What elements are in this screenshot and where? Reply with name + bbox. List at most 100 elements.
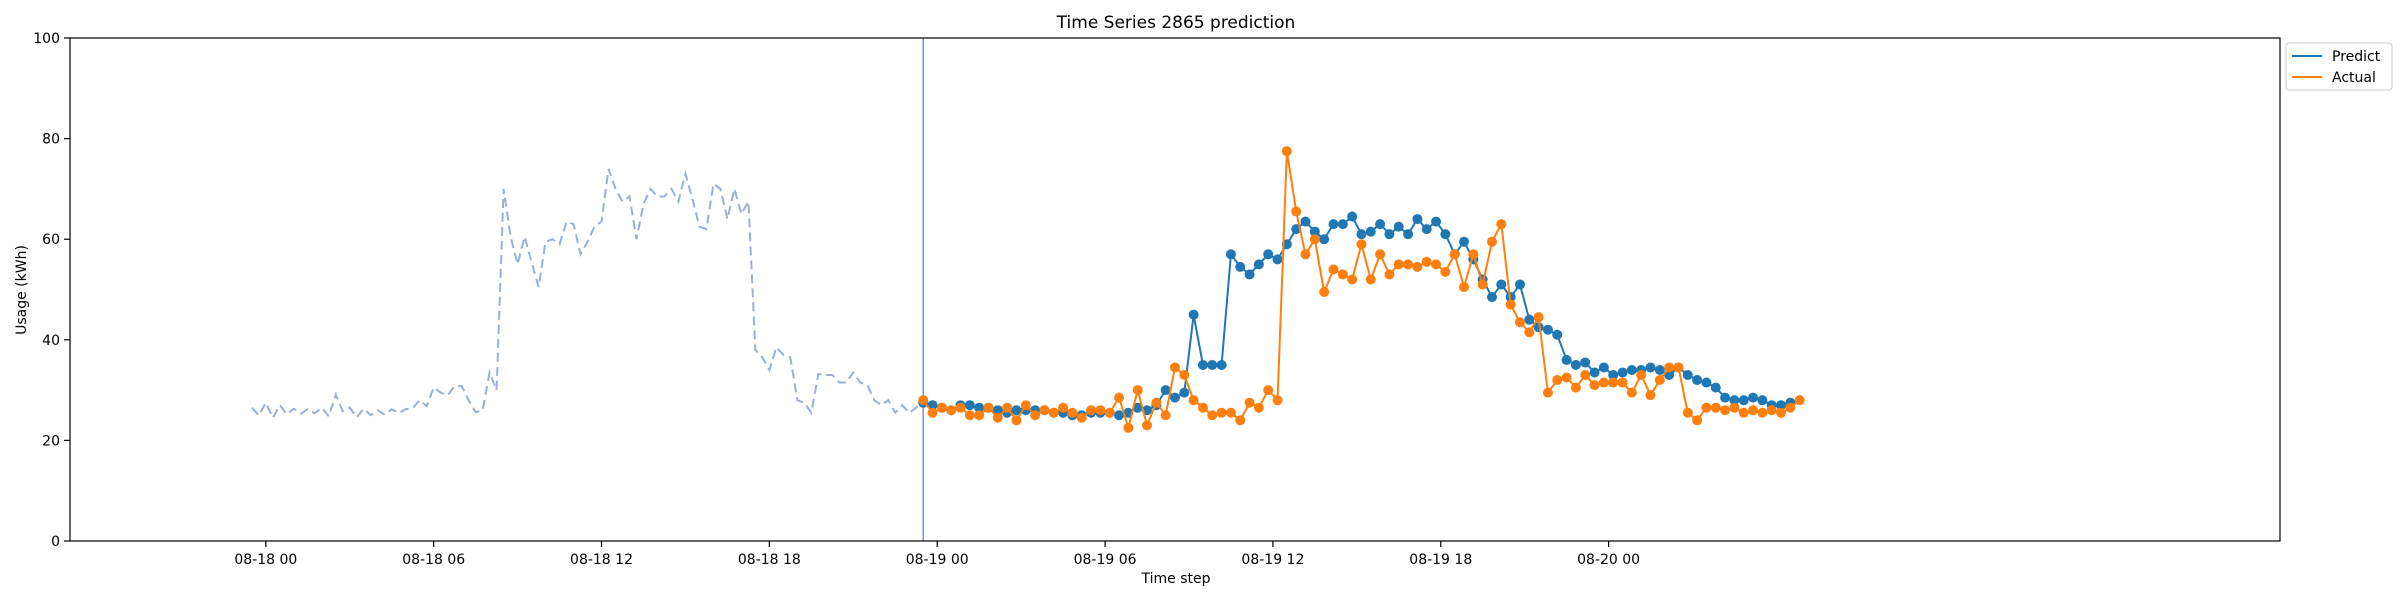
- actual-point: [1356, 239, 1367, 250]
- predict-point: [1309, 226, 1320, 237]
- predict-point: [1300, 216, 1311, 227]
- actual-point: [1188, 395, 1199, 406]
- actual-point: [1151, 397, 1162, 408]
- y-tick-label: 20: [42, 433, 60, 449]
- actual-point: [964, 410, 975, 421]
- actual-point: [1785, 402, 1796, 413]
- actual-point: [1766, 405, 1777, 416]
- predict-point: [1552, 329, 1563, 340]
- predict-point: [1608, 370, 1619, 381]
- actual-point: [1794, 395, 1805, 406]
- predict-point: [1682, 370, 1693, 381]
- actual-point: [1533, 312, 1544, 323]
- predict-point: [1393, 221, 1404, 232]
- predict-point: [1114, 410, 1125, 421]
- actual-point: [1142, 420, 1152, 431]
- x-tick-label: 08-18 18: [738, 552, 801, 568]
- predict-point: [1384, 229, 1395, 240]
- predict-point: [1011, 405, 1022, 416]
- predict-point: [1328, 219, 1339, 230]
- actual-point: [1002, 402, 1013, 413]
- predict-point: [1514, 279, 1525, 290]
- y-tick-label: 0: [51, 534, 60, 550]
- actual-point: [1580, 370, 1591, 381]
- x-tick-label: 08-20 00: [1577, 552, 1640, 568]
- actual-point: [1617, 377, 1628, 388]
- predict-point: [1729, 395, 1740, 406]
- actual-point: [1468, 249, 1479, 260]
- predict-point: [1496, 279, 1507, 290]
- actual-point: [1393, 259, 1404, 270]
- predict-point: [1207, 359, 1218, 370]
- plot-area: [251, 38, 1805, 541]
- actual-point: [1104, 407, 1115, 418]
- predict-point: [1337, 219, 1348, 230]
- predict-point: [1403, 229, 1414, 240]
- actual-point: [1542, 387, 1553, 398]
- actual-point: [1300, 249, 1311, 260]
- actual-point: [1738, 407, 1749, 418]
- actual-point: [1412, 261, 1423, 272]
- actual-point: [1281, 146, 1292, 157]
- actual-point: [1011, 415, 1022, 426]
- actual-point: [1328, 264, 1339, 275]
- y-tick-label: 60: [42, 232, 60, 248]
- actual-point: [955, 402, 966, 413]
- predict-point: [1692, 375, 1703, 386]
- actual-point: [1095, 405, 1106, 416]
- actual-point: [918, 395, 929, 406]
- predict-point: [1216, 359, 1227, 370]
- predict-point: [1589, 367, 1600, 378]
- actual-point: [1309, 234, 1320, 245]
- actual-point: [1114, 392, 1125, 403]
- predict-point: [1197, 359, 1208, 370]
- actual-point: [1701, 402, 1712, 413]
- actual-point: [1272, 395, 1283, 406]
- x-tick-label: 08-18 00: [234, 552, 297, 568]
- predict-point: [1580, 357, 1591, 368]
- actual-point: [983, 402, 994, 413]
- predict-point: [1776, 400, 1787, 411]
- predict-point: [1375, 219, 1386, 230]
- predict-point: [1459, 236, 1470, 247]
- actual-point: [1664, 362, 1675, 373]
- predict-point: [1412, 214, 1423, 225]
- axes: 0 20 40 60 80 100 08-18 00 08-18 06 08-18 12 08-1…: [33, 31, 2281, 568]
- actual-point: [1486, 236, 1497, 247]
- legend: Predict Actual: [2285, 42, 2393, 91]
- actual-point: [1347, 274, 1358, 285]
- predict-point: [1319, 234, 1330, 245]
- predict-point: [1645, 362, 1656, 373]
- actual-point: [1552, 375, 1563, 386]
- actual-point: [1337, 269, 1348, 280]
- actual-point: [1589, 380, 1600, 391]
- actual-point: [1673, 362, 1684, 373]
- predict-point: [1617, 367, 1628, 378]
- predict-point: [1561, 354, 1572, 365]
- x-tick-label: 08-18 06: [402, 552, 465, 568]
- actual-point: [1179, 370, 1190, 381]
- predict-point: [1235, 261, 1246, 272]
- predict-point: [1701, 377, 1712, 388]
- actual-point: [1039, 405, 1050, 416]
- actual-point: [946, 405, 957, 416]
- actual-point: [1160, 410, 1171, 421]
- actual-point: [1477, 279, 1488, 290]
- actual-point: [1319, 287, 1330, 298]
- axes-frame: [69, 37, 2281, 542]
- predict-point: [1188, 309, 1199, 320]
- actual-point: [1225, 407, 1236, 418]
- actual-point: [1514, 317, 1525, 328]
- predict-point: [1356, 229, 1367, 240]
- legend-predict-label: Predict: [2332, 49, 2381, 65]
- predict-point: [1710, 382, 1721, 393]
- actual-point: [1459, 281, 1470, 292]
- actual-point: [1431, 259, 1442, 270]
- actual-point: [1598, 377, 1609, 388]
- predict-point: [1748, 392, 1759, 403]
- predict-point: [1347, 211, 1358, 222]
- actual-point: [1291, 206, 1302, 217]
- predict-point: [1179, 387, 1190, 398]
